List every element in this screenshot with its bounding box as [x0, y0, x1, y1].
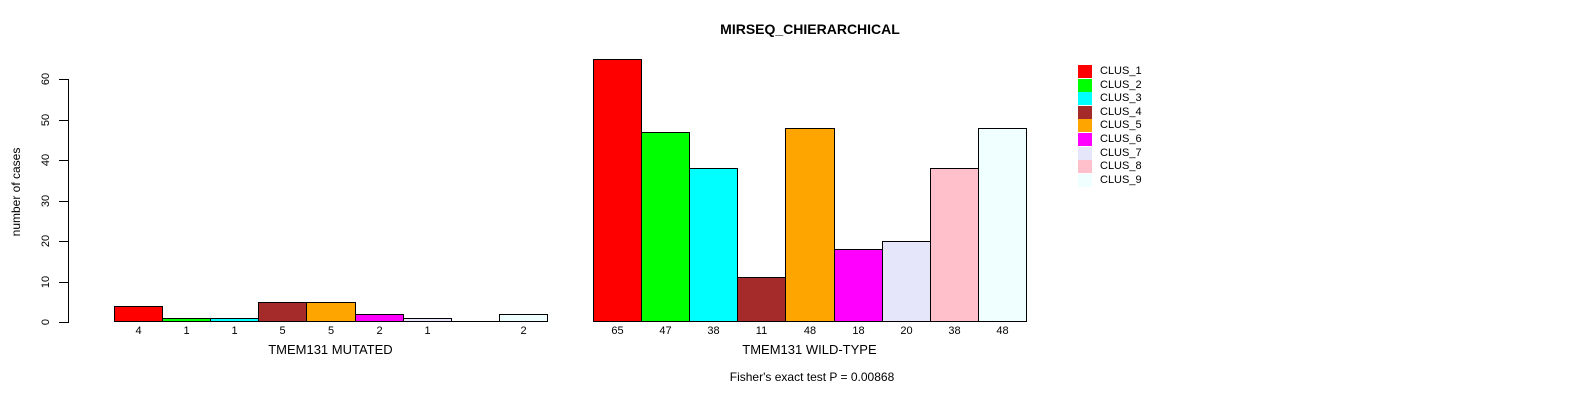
- bar-clus_5: [785, 128, 835, 322]
- bar-clus_4: [737, 277, 786, 322]
- legend-label-clus_1: CLUS_1: [1100, 65, 1142, 77]
- bar-count-label: 20: [900, 325, 913, 337]
- y-axis-tick-label: 0: [40, 318, 52, 326]
- bar-clus_6: [355, 314, 404, 322]
- y-axis-tick: [59, 201, 68, 202]
- bar-count-label: 1: [424, 325, 431, 337]
- legend-swatch-clus_9: [1078, 173, 1092, 187]
- y-axis-tick-label: 60: [40, 72, 52, 86]
- bar-count-label: 48: [803, 325, 817, 337]
- x-axis-group-label: TMEM131 MUTATED: [268, 342, 393, 357]
- bar-count-label: 65: [611, 325, 624, 337]
- y-axis-label: number of cases: [9, 147, 23, 237]
- bar-count-label: 1: [183, 325, 190, 337]
- y-axis-tick: [59, 322, 68, 323]
- fisher-test-annotation: Fisher's exact test P = 0.00868: [729, 370, 895, 384]
- bar-count-label: 48: [996, 325, 1009, 337]
- bar-clus_1: [114, 306, 163, 322]
- legend-swatch-clus_8: [1078, 160, 1092, 174]
- bar-count-label: 18: [852, 325, 865, 337]
- legend-swatch-clus_1: [1078, 65, 1092, 78]
- legend-label-clus_2: CLUS_2: [1100, 78, 1142, 91]
- bar-clus_3: [210, 318, 259, 322]
- bar-clus_9: [978, 128, 1027, 322]
- y-axis-tick: [59, 241, 68, 242]
- y-axis-tick-label: 50: [40, 113, 52, 127]
- y-axis-tick-label: 10: [40, 275, 52, 289]
- bar-clus_2: [162, 318, 211, 322]
- y-axis-tick-label: 20: [40, 234, 52, 248]
- legend-swatch-clus_4: [1078, 105, 1092, 119]
- bar-count-label: 2: [520, 325, 527, 337]
- y-axis-tick-label: 30: [40, 194, 52, 208]
- y-axis-tick: [59, 282, 68, 283]
- bar-clus_2: [641, 132, 690, 322]
- bar-clus_8-zero: [451, 321, 500, 322]
- legend-swatch-clus_6: [1078, 133, 1092, 146]
- legend-label-clus_5: CLUS_5: [1100, 119, 1142, 132]
- y-axis-tick: [59, 120, 68, 121]
- bar-count-label: 38: [707, 325, 720, 337]
- bar-clus_1: [593, 59, 642, 322]
- bar-count-label: 4: [135, 325, 142, 337]
- bar-count-label: 38: [948, 325, 961, 337]
- legend-swatch-clus_2: [1078, 78, 1092, 92]
- bar-count-label: 1: [231, 325, 238, 337]
- legend-swatch-clus_3: [1078, 92, 1092, 106]
- legend-label-clus_7: CLUS_7: [1100, 146, 1142, 159]
- bar-clus_3: [689, 168, 738, 322]
- legend-label-clus_4: CLUS_4: [1100, 105, 1142, 118]
- y-axis-tick: [59, 79, 68, 80]
- legend-swatch-clus_7: [1078, 146, 1092, 160]
- bar-clus_7: [403, 318, 452, 322]
- bar-clus_7: [882, 241, 931, 322]
- bar-count-label: 2: [376, 325, 383, 337]
- legend-swatch-clus_5: [1078, 119, 1092, 133]
- bar-clus_6: [834, 249, 883, 322]
- bar-clus_5: [306, 302, 356, 322]
- legend-label-clus_8: CLUS_8: [1100, 160, 1142, 173]
- bar-count-label: 5: [327, 325, 335, 337]
- x-axis-group-label: TMEM131 WILD-TYPE: [742, 342, 877, 357]
- bar-clus_4: [258, 302, 307, 322]
- legend-label-clus_6: CLUS_6: [1100, 133, 1142, 145]
- chart-title: MIRSEQ_CHIERARCHICAL: [720, 21, 900, 37]
- bar-clus_9: [499, 314, 548, 322]
- y-axis-tick: [59, 160, 68, 161]
- bar-count-label: 11: [755, 325, 768, 337]
- legend-label-clus_9: CLUS_9: [1100, 173, 1142, 186]
- y-axis-tick-label: 40: [40, 153, 52, 167]
- y-axis-line: [68, 79, 69, 323]
- bar-clus_8: [930, 168, 979, 322]
- bar-count-label: 47: [659, 325, 672, 337]
- bar-count-label: 5: [279, 325, 286, 337]
- legend-label-clus_3: CLUS_3: [1100, 92, 1142, 105]
